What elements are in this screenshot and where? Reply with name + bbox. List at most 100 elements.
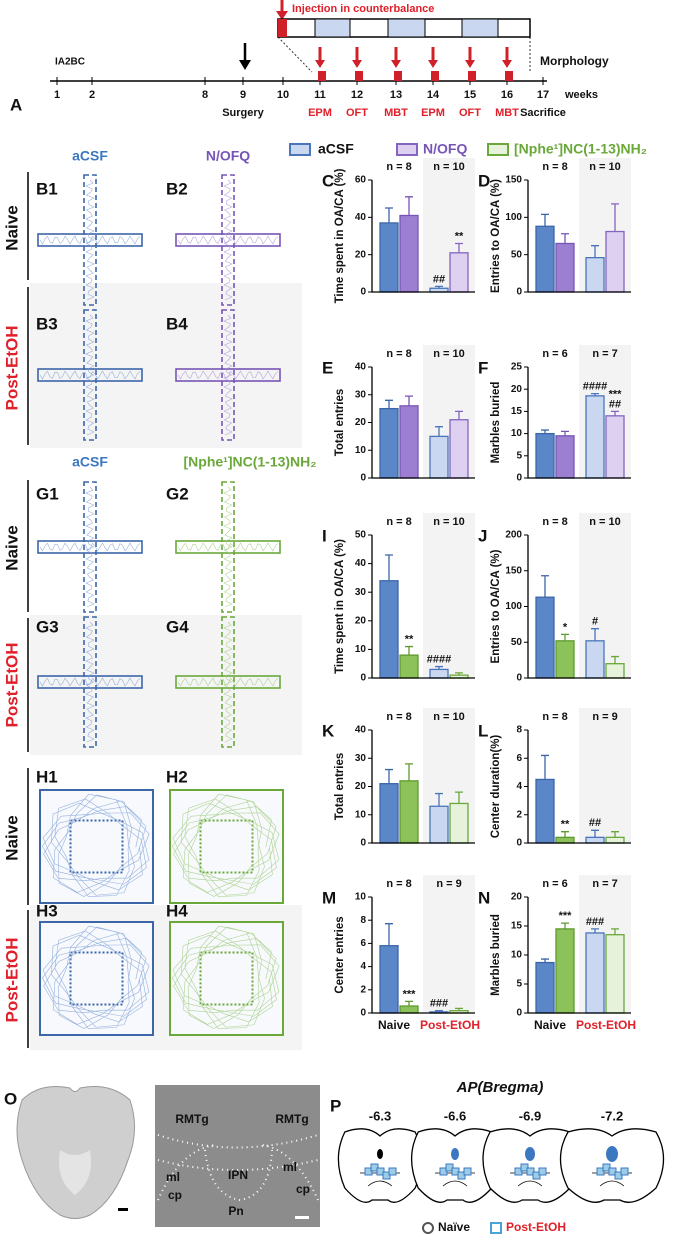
- y-tick-label: 8: [516, 725, 522, 736]
- panel-label: L: [478, 721, 488, 740]
- section-title: AP(Bregma): [456, 1079, 544, 1096]
- bar: [429, 435, 449, 479]
- y-tick-label: 10: [355, 445, 367, 456]
- center-zone: [199, 951, 254, 1006]
- y-tick-label: 40: [355, 362, 367, 373]
- bar: [535, 225, 555, 293]
- week-label: 2: [89, 89, 95, 101]
- bar: [605, 836, 625, 844]
- maze-arm: [83, 616, 97, 748]
- week-label: 15: [464, 89, 476, 101]
- track: [172, 925, 280, 1029]
- axis: [527, 535, 631, 679]
- y-tick-label: 10: [355, 892, 367, 903]
- track: [39, 677, 141, 687]
- surgery-label: Surgery: [222, 107, 264, 119]
- y-axis-label: Total entries: [334, 753, 346, 821]
- region-label: ml: [283, 1160, 297, 1174]
- y-tick-label: 6: [360, 938, 366, 949]
- bar: [585, 932, 605, 1014]
- significance: ***: [403, 988, 417, 1000]
- error-bar: [405, 196, 413, 216]
- legend-symbol: [422, 1222, 434, 1234]
- y-tick-label: 30: [355, 587, 367, 598]
- section-label: -6.9: [519, 1108, 541, 1123]
- site-marker: [463, 1167, 472, 1176]
- significance: ####: [583, 381, 607, 393]
- y-tick-label: 10: [355, 644, 367, 655]
- maze-arm: [175, 540, 281, 554]
- panel-label: K: [322, 721, 335, 740]
- n-label: n = 8: [542, 516, 567, 528]
- significance: #: [592, 616, 598, 628]
- section-label: -6.3: [369, 1108, 391, 1123]
- timeline: [50, 0, 547, 82]
- y-tick-label: 50: [511, 249, 523, 260]
- y-tick-label: 200: [505, 530, 522, 541]
- y-tick-label: 60: [355, 175, 367, 186]
- error-bar: [385, 923, 393, 946]
- bar: [535, 778, 555, 844]
- bar: [555, 242, 575, 293]
- y-tick-label: 10: [511, 428, 523, 439]
- error-bar: [405, 763, 413, 781]
- bar: [555, 928, 575, 1014]
- n-label: n = 8: [386, 711, 411, 723]
- axis: [371, 535, 475, 679]
- y-tick-label: 6: [516, 753, 522, 764]
- track: [177, 542, 279, 552]
- error-bar: [455, 672, 463, 676]
- error-bar: [591, 928, 599, 933]
- bar: [585, 640, 605, 679]
- error-bar: [435, 285, 443, 289]
- region-label: Pn: [228, 1204, 243, 1218]
- error-bar: [455, 410, 463, 420]
- test-label: OFT: [459, 107, 481, 119]
- row-background: [30, 283, 302, 448]
- test-label: EPM: [308, 107, 332, 119]
- maze-arm: [83, 481, 97, 613]
- test-arrow: [391, 60, 401, 68]
- y-tick-label: 0: [516, 473, 522, 484]
- y-tick-label: 50: [511, 637, 523, 648]
- panel-label: G3: [36, 617, 59, 636]
- n-label: n = 10: [589, 516, 621, 528]
- y-tick-label: 0: [360, 673, 366, 684]
- panel-label: G4: [166, 617, 189, 636]
- error-bar: [561, 831, 569, 838]
- y-tick-label: 4: [516, 781, 522, 792]
- y-tick-label: 20: [355, 615, 367, 626]
- bar: [535, 432, 555, 479]
- y-tick-label: 8: [360, 915, 366, 926]
- brain-outline: [337, 1128, 423, 1203]
- significance: ###: [586, 916, 604, 928]
- track: [223, 621, 233, 743]
- y-axis-label: Marbles buried: [490, 914, 502, 996]
- row-label: Post-EtOH: [2, 938, 21, 1023]
- error-bar: [385, 399, 393, 409]
- panel-label: N: [478, 888, 490, 907]
- y-axis-label: Entries to OA/CA (%): [490, 179, 502, 293]
- error-bar: [591, 628, 599, 641]
- panel-label: B4: [166, 314, 188, 333]
- y-tick-label: 150: [505, 565, 522, 576]
- significance: *: [563, 621, 568, 633]
- error-bar: [561, 922, 569, 929]
- aqueduct: [606, 1146, 618, 1162]
- y-tick-label: 2: [360, 984, 366, 995]
- maze-arm: [175, 675, 281, 689]
- y-tick-label: 20: [355, 249, 367, 260]
- test-marker: [318, 71, 326, 81]
- week-label: 11: [314, 89, 326, 101]
- week-label: 9: [240, 89, 246, 101]
- significance: ###: [430, 998, 448, 1010]
- test-marker: [394, 71, 402, 81]
- brain-outline: [559, 1128, 665, 1203]
- y-tick-label: 20: [511, 384, 523, 395]
- maze-arm: [37, 368, 143, 382]
- group-label: Post-EtOH: [576, 1018, 636, 1032]
- error-bar: [455, 1007, 463, 1011]
- y-tick-label: 10: [355, 809, 367, 820]
- region-label: RMTg: [175, 1112, 208, 1126]
- error-bar: [611, 203, 619, 232]
